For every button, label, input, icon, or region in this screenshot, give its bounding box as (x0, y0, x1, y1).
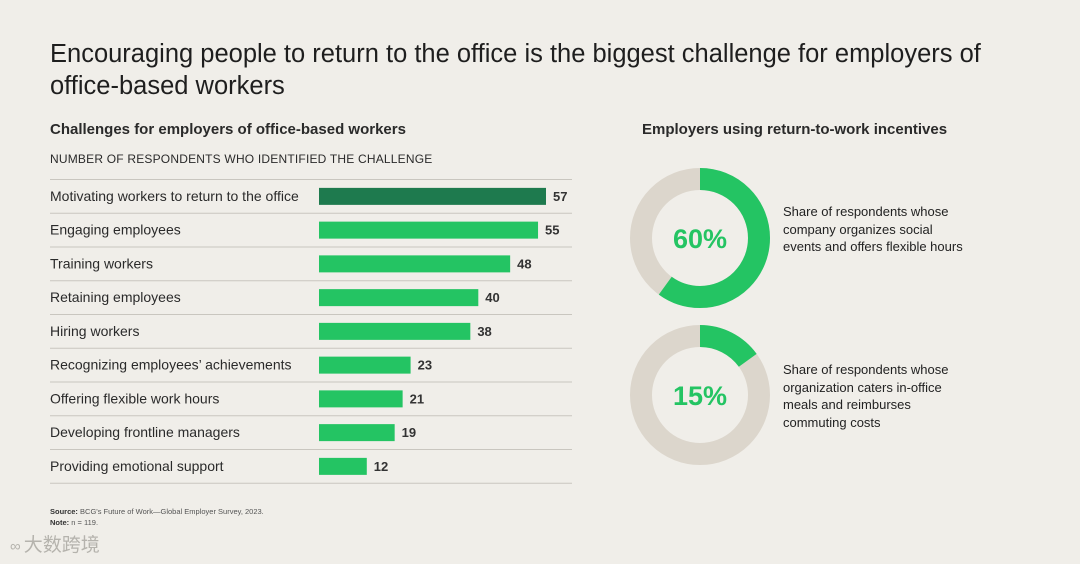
donut-description-meals-commuting: Share of respondents whose organization … (783, 362, 949, 430)
value-label: 48 (517, 256, 531, 271)
note-text: n = 119. (71, 518, 99, 527)
category-label: Hiring workers (50, 323, 139, 339)
category-label: Providing emotional support (50, 458, 224, 474)
bar (319, 424, 395, 442)
donut-chart-meals-commuting: 15% (630, 325, 770, 465)
donut-chart-social-events: 60% (630, 168, 770, 308)
value-label: 38 (477, 324, 491, 339)
source-note: Source: BCG's Future of Work—Global Empl… (50, 507, 264, 516)
source-text: BCG's Future of Work—Global Employer Sur… (80, 507, 264, 516)
category-label: Training workers (50, 255, 153, 271)
bar (319, 390, 403, 408)
bar (319, 457, 367, 475)
category-label: Retaining employees (50, 289, 181, 305)
value-label: 12 (374, 459, 388, 474)
category-label: Offering flexible work hours (50, 390, 219, 406)
bar (319, 356, 411, 374)
value-label: 21 (410, 391, 424, 406)
source-label: Source: (50, 507, 78, 516)
value-label: 55 (545, 223, 559, 238)
donut-center-label: 15% (673, 381, 727, 411)
note-label: Note: (50, 518, 70, 527)
value-label: 57 (553, 189, 567, 204)
category-label: Motivating workers to return to the offi… (50, 188, 299, 204)
value-label: 23 (418, 358, 432, 373)
page-title: Encouraging people to return to the offi… (50, 40, 981, 100)
footnote: Note: n = 119. (50, 518, 98, 527)
donut-description-social-events: Share of respondents whose company organ… (783, 204, 963, 254)
bar (319, 255, 511, 273)
logo-icon: ∞ (10, 538, 21, 555)
watermark-logo: ∞ 大数跨境 (10, 530, 100, 557)
bar (319, 187, 546, 205)
category-label: Recognizing employees’ achievements (50, 357, 292, 373)
donut-center-label: 60% (673, 224, 727, 254)
value-label: 40 (485, 290, 499, 305)
value-label: 19 (402, 425, 416, 440)
bar-chart: Motivating workers to return to the offi… (50, 179, 572, 484)
donut-section-subtitle: Employers using return-to-work incentive… (642, 121, 948, 138)
donut-segment (630, 325, 770, 465)
bar-chart-caption: NUMBER OF RESPONDENTS WHO IDENTIFIED THE… (50, 152, 433, 166)
bar (319, 289, 479, 307)
bar (319, 322, 471, 340)
category-label: Engaging employees (50, 222, 181, 238)
bar-chart-subtitle: Challenges for employers of office-based… (50, 121, 406, 138)
donut-segment (630, 168, 770, 308)
category-label: Developing frontline managers (50, 424, 240, 440)
bar (319, 221, 539, 239)
watermark-text: 大数跨境 (23, 535, 100, 556)
